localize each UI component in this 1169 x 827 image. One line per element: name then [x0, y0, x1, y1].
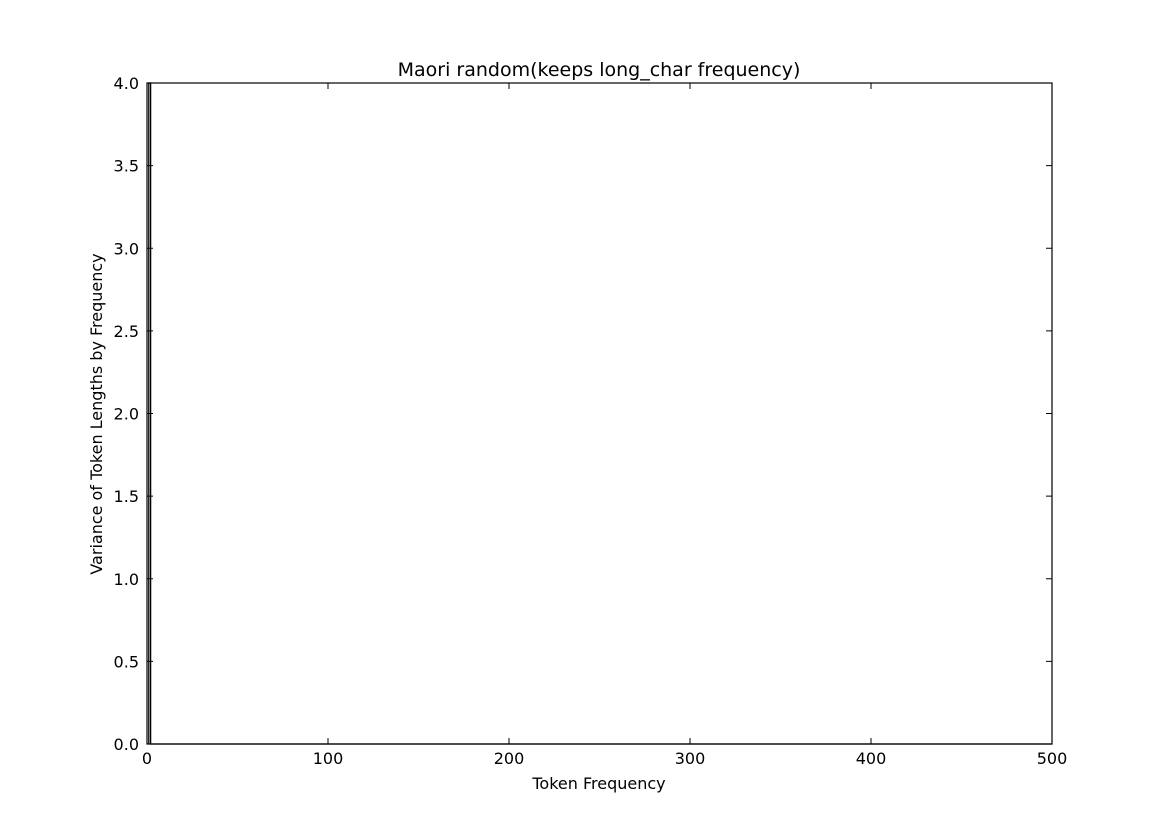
- x-tick-label: 500: [1037, 749, 1068, 768]
- y-tick-label: 3.5: [114, 157, 139, 176]
- x-tick-label: 400: [856, 749, 887, 768]
- y-tick-label: 1.0: [114, 570, 139, 589]
- y-axis-label: Variance of Token Lengths by Frequency: [87, 253, 106, 574]
- chart-title: Maori random(keeps long_char frequency): [398, 59, 801, 81]
- x-tick-label: 200: [494, 749, 525, 768]
- y-tick-label: 3.0: [114, 239, 139, 258]
- plot-frame: [146, 82, 1053, 745]
- x-tick-label: 0: [142, 749, 152, 768]
- x-tick-label: 300: [675, 749, 706, 768]
- y-tick-label: 4.0: [114, 74, 139, 93]
- x-axis: 0 100 200 300 400 500: [142, 83, 1067, 768]
- y-tick-label: 1.5: [114, 487, 139, 506]
- x-axis-label: Token Frequency: [531, 774, 665, 793]
- y-tick-label: 0.0: [114, 735, 139, 754]
- y-tick-label: 2.5: [114, 322, 139, 341]
- plot-area: [148, 82, 1052, 745]
- x-tick-label: 100: [313, 749, 344, 768]
- series-line-0: [148, 82, 1052, 745]
- y-axis: 0.0 0.5 1.0 1.5 2.0 2.5 3.0 3.5 4.0: [114, 74, 1052, 754]
- y-tick-label: 0.5: [114, 652, 139, 671]
- y-tick-label: 2.0: [114, 405, 139, 424]
